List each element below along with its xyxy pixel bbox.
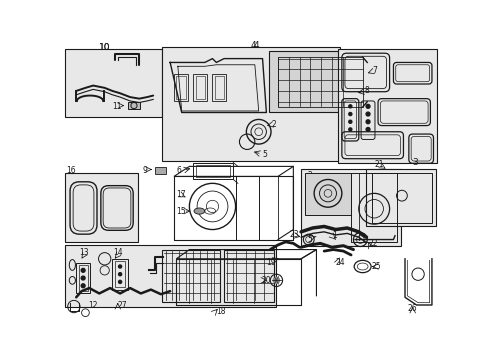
Circle shape bbox=[118, 280, 122, 283]
Bar bbox=[350, 172, 396, 242]
Text: 21: 21 bbox=[373, 160, 383, 169]
Bar bbox=[174, 74, 187, 101]
Circle shape bbox=[81, 284, 85, 288]
Text: 25: 25 bbox=[371, 262, 381, 271]
Text: 12: 12 bbox=[88, 301, 98, 310]
Text: 19: 19 bbox=[266, 258, 275, 267]
Bar bbox=[366, 169, 435, 226]
Text: 5: 5 bbox=[306, 235, 311, 244]
Circle shape bbox=[348, 105, 351, 108]
Bar bbox=[214, 76, 224, 99]
Text: 23: 23 bbox=[289, 230, 299, 239]
Bar bbox=[193, 74, 207, 101]
Text: 9: 9 bbox=[142, 166, 147, 175]
Bar bbox=[174, 176, 293, 239]
Circle shape bbox=[118, 273, 122, 276]
Bar bbox=[76, 263, 90, 293]
Text: 26: 26 bbox=[407, 304, 417, 313]
Text: 3: 3 bbox=[412, 158, 418, 167]
Bar bbox=[301, 169, 400, 246]
Bar bbox=[64, 49, 162, 117]
Bar bbox=[64, 172, 138, 242]
Circle shape bbox=[366, 104, 369, 108]
Text: 1: 1 bbox=[331, 231, 336, 240]
Circle shape bbox=[118, 265, 122, 268]
Text: 17: 17 bbox=[176, 190, 185, 199]
Bar bbox=[196, 165, 230, 177]
Text: 27: 27 bbox=[118, 301, 127, 310]
Text: 14: 14 bbox=[113, 248, 122, 257]
Bar bbox=[154, 167, 166, 174]
Bar bbox=[212, 74, 226, 101]
Circle shape bbox=[366, 120, 369, 124]
Text: 24: 24 bbox=[335, 258, 345, 267]
Text: 8: 8 bbox=[364, 86, 368, 95]
Bar bbox=[268, 51, 368, 112]
Text: 20: 20 bbox=[261, 276, 270, 285]
Circle shape bbox=[366, 127, 369, 131]
Circle shape bbox=[273, 277, 279, 283]
Circle shape bbox=[81, 276, 85, 280]
Bar bbox=[224, 249, 274, 302]
Bar bbox=[195, 76, 204, 99]
Circle shape bbox=[348, 120, 351, 123]
Text: 5: 5 bbox=[262, 150, 267, 159]
Text: 2: 2 bbox=[271, 120, 276, 129]
Bar bbox=[79, 265, 87, 291]
Bar bbox=[277, 57, 362, 107]
Bar bbox=[371, 172, 431, 222]
Text: 11: 11 bbox=[112, 102, 122, 111]
Circle shape bbox=[348, 112, 351, 116]
Text: 13: 13 bbox=[79, 248, 88, 257]
Bar bbox=[176, 259, 301, 305]
Bar bbox=[305, 172, 350, 215]
Text: 2: 2 bbox=[306, 171, 311, 180]
Bar bbox=[115, 261, 125, 287]
Bar bbox=[162, 249, 220, 302]
Bar bbox=[112, 259, 127, 289]
Text: 7: 7 bbox=[371, 66, 376, 75]
Text: 15: 15 bbox=[176, 207, 185, 216]
Circle shape bbox=[366, 112, 369, 116]
Ellipse shape bbox=[194, 208, 204, 214]
Circle shape bbox=[81, 269, 85, 272]
Text: 18: 18 bbox=[216, 307, 225, 316]
Bar bbox=[162, 47, 339, 161]
Text: 16: 16 bbox=[66, 166, 76, 175]
Text: 4: 4 bbox=[250, 41, 256, 50]
Text: 10: 10 bbox=[99, 42, 110, 51]
Bar bbox=[176, 76, 185, 99]
Bar bbox=[337, 49, 436, 163]
Bar bbox=[127, 102, 140, 109]
Text: 10: 10 bbox=[99, 43, 110, 52]
Bar bbox=[64, 245, 276, 306]
Circle shape bbox=[348, 128, 351, 131]
Text: 4: 4 bbox=[253, 41, 259, 50]
Text: 22: 22 bbox=[368, 239, 378, 248]
Text: 6: 6 bbox=[176, 166, 181, 175]
Bar bbox=[193, 163, 233, 180]
